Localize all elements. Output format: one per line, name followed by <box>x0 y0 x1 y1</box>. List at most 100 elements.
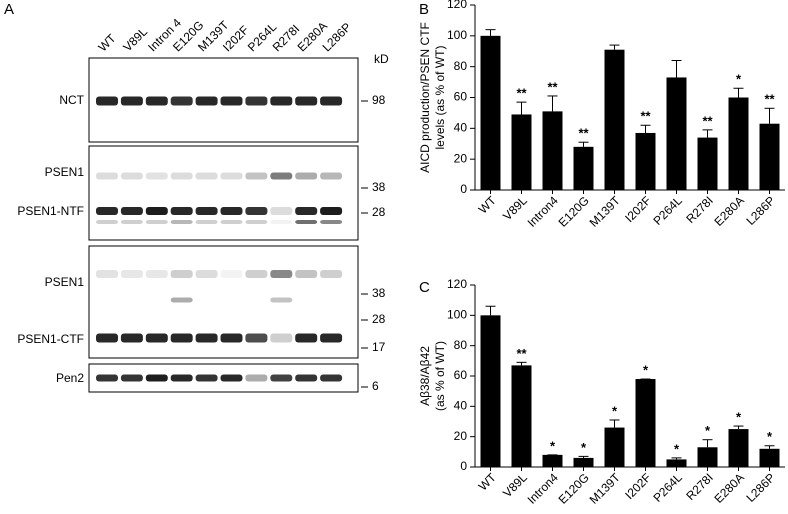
blot-band <box>320 374 343 382</box>
bar <box>666 77 687 190</box>
y-tick-label: 20 <box>454 151 468 165</box>
significance: * <box>643 362 649 377</box>
significance: ** <box>640 109 651 124</box>
y-tick-label: 60 <box>454 90 468 104</box>
row-label: PSEN1 <box>45 275 85 289</box>
bar <box>635 132 656 190</box>
blot-band <box>270 374 293 382</box>
blot-band <box>195 374 218 382</box>
lane-label: V89L <box>120 24 150 54</box>
row-label: PSEN1-CTF <box>17 332 84 346</box>
blot-band <box>245 96 268 106</box>
y-tick-label: 60 <box>454 368 468 382</box>
x-tick-label: P264L <box>650 193 685 228</box>
blot-frame <box>88 145 359 241</box>
y-tick-label: 120 <box>447 277 467 291</box>
blot-band <box>245 270 268 278</box>
bar <box>666 459 687 467</box>
y-tick-label: 40 <box>454 399 468 413</box>
blot-band <box>320 207 343 215</box>
blot-band <box>295 270 318 278</box>
blot-band <box>270 297 293 303</box>
blot-band <box>320 270 343 278</box>
bar <box>542 111 563 190</box>
blot-band <box>295 172 318 180</box>
significance: ** <box>516 346 527 361</box>
blot-band <box>120 220 143 224</box>
blot-band <box>220 374 243 382</box>
panel-letter: A <box>4 1 14 18</box>
unit-label: kD <box>374 52 389 66</box>
x-tick-label: L286P <box>743 470 777 504</box>
blot-band <box>170 207 193 215</box>
blot-band <box>220 172 243 180</box>
blot-band <box>220 270 243 278</box>
blot-band <box>195 96 218 106</box>
bar <box>511 365 532 467</box>
blot-band <box>170 333 193 343</box>
bar <box>480 35 501 191</box>
x-tick-label: R278I <box>683 470 716 503</box>
blot-band <box>145 172 168 180</box>
blot-band <box>245 172 268 180</box>
blot-band <box>170 297 193 303</box>
blot-band <box>245 333 268 343</box>
y-tick-label: 0 <box>460 182 467 196</box>
blot-band <box>195 270 218 278</box>
blot-band <box>120 96 143 106</box>
significance: * <box>767 429 773 444</box>
significance: * <box>736 409 742 424</box>
significance: ** <box>578 126 589 141</box>
blot-band <box>96 172 118 180</box>
y-tick-label: 40 <box>454 121 468 135</box>
blot-band <box>320 96 343 106</box>
bar <box>480 315 501 467</box>
panel-letter: B <box>419 1 429 18</box>
blot-band <box>170 96 193 106</box>
marker-label: 17 <box>372 340 386 354</box>
blot-band <box>220 333 243 343</box>
marker-label: 38 <box>372 286 386 300</box>
blot-band <box>195 220 218 224</box>
blot-band <box>170 270 193 278</box>
blot-band <box>295 220 318 224</box>
x-tick-label: E120G <box>556 193 592 229</box>
y-axis-label: levels (as % of WT) <box>433 45 447 149</box>
bar <box>635 379 656 467</box>
blot-band <box>145 374 168 382</box>
y-tick-label: 20 <box>454 429 468 443</box>
blot-band <box>270 96 293 106</box>
blot-band <box>195 333 218 343</box>
blot-band <box>96 220 118 224</box>
blot-band <box>96 270 118 278</box>
row-label: PSEN1-NTF <box>17 204 84 218</box>
significance: * <box>705 423 711 438</box>
blot-band <box>96 207 118 215</box>
significance: * <box>736 72 742 87</box>
x-tick-label: Intron4 <box>525 193 562 230</box>
blot-band <box>120 172 143 180</box>
x-tick-label: E280A <box>711 193 746 228</box>
bar <box>604 427 625 467</box>
blot-band <box>145 270 168 278</box>
blot-band <box>96 96 118 106</box>
marker-label: 28 <box>372 312 386 326</box>
x-tick-label: I202F <box>622 470 654 502</box>
blot-band <box>295 207 318 215</box>
row-label: Pen2 <box>56 371 84 385</box>
significance: ** <box>764 92 775 107</box>
x-tick-label: WT <box>476 470 500 494</box>
bar <box>728 429 749 467</box>
blot-band <box>145 333 168 343</box>
y-axis-label: (as % of WT) <box>433 341 447 411</box>
blot-band <box>245 374 268 382</box>
blot-band <box>295 96 318 106</box>
blot-band <box>195 207 218 215</box>
blot-band <box>145 207 168 215</box>
significance: * <box>581 440 587 455</box>
bar <box>697 447 718 467</box>
marker-label: 6 <box>372 379 379 393</box>
row-label: PSEN1 <box>45 165 85 179</box>
lane-label: WT <box>95 31 119 55</box>
blot-band <box>270 333 293 343</box>
